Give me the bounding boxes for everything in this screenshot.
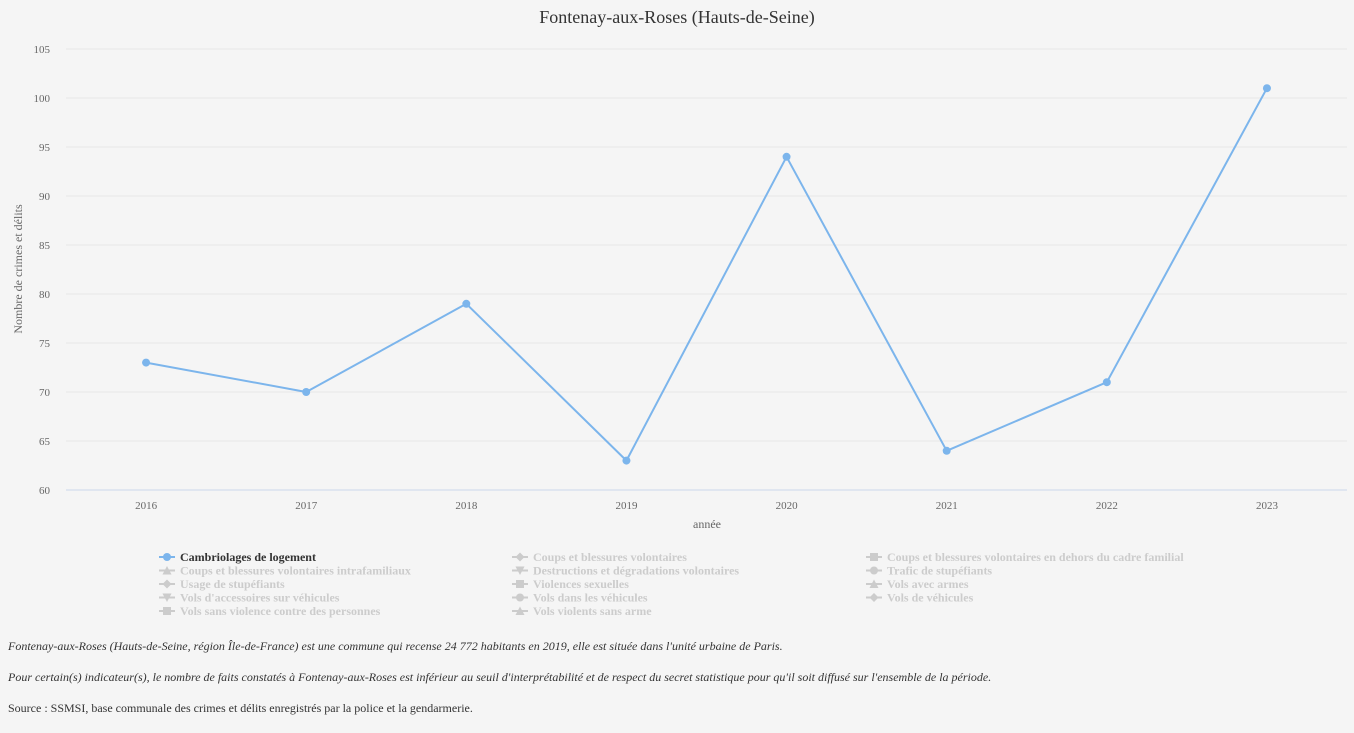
data-point[interactable] — [1262, 84, 1271, 93]
commune-description: Fontenay-aux-Roses (Hauts-de-Seine, régi… — [8, 639, 783, 653]
legend-label: Coups et blessures volontaires intrafami… — [180, 564, 411, 578]
series-layer — [142, 84, 1271, 465]
x-tick-label: 2023 — [1256, 500, 1279, 512]
legend-label: Trafic de stupéfiants — [887, 564, 992, 578]
legend-item[interactable]: Vols dans les véhicules — [512, 591, 648, 605]
legend-item[interactable]: Destructions et dégradations volontaires — [512, 564, 739, 578]
legend-label: Coups et blessures volontaires — [533, 550, 687, 564]
legend-marker — [163, 553, 171, 561]
legend-label: Destructions et dégradations volontaires — [533, 564, 739, 578]
x-tick-label: 2019 — [615, 500, 638, 512]
legend-marker — [515, 566, 525, 575]
legend-label: Vols dans les véhicules — [533, 591, 648, 605]
legend-marker — [516, 593, 524, 602]
legend-label: Vols d'accessoires sur véhicules — [180, 591, 340, 605]
y-tick-label: 95 — [39, 142, 51, 154]
y-tick-label: 75 — [39, 338, 51, 350]
legend-item[interactable]: Vols violents sans arme — [512, 604, 652, 618]
x-tick-label: 2020 — [776, 500, 799, 512]
legend-item[interactable]: Vols avec armes — [866, 577, 969, 591]
x-tick-label: 2018 — [455, 500, 478, 512]
y-tick-label: 100 — [34, 93, 51, 105]
legend-label: Vols avec armes — [887, 577, 969, 591]
legend-item[interactable]: Vols sans violence contre des personnes — [159, 604, 381, 618]
legend-marker — [869, 579, 879, 588]
legend-marker — [163, 607, 171, 615]
legend-item[interactable]: Usage de stupéfiants — [159, 577, 285, 591]
y-tick-label: 105 — [34, 44, 51, 56]
legend-marker — [869, 593, 879, 602]
legend-item[interactable]: Vols de véhicules — [866, 591, 974, 605]
legend-marker — [162, 593, 172, 602]
legend-marker — [162, 566, 172, 575]
data-point[interactable] — [462, 299, 471, 308]
y-tick-label: 80 — [39, 289, 51, 301]
chart-notes: Fontenay-aux-Roses (Hauts-de-Seine, régi… — [8, 640, 1338, 733]
y-axis: 60 65 70 75 80 85 90 95 100 105 — [34, 44, 51, 497]
data-point[interactable] — [782, 152, 791, 161]
y-tick-label: 70 — [39, 387, 51, 399]
data-point[interactable] — [942, 446, 951, 455]
legend: Cambriolages de logement Coups et blessur… — [159, 550, 1184, 618]
legend-marker — [515, 552, 525, 562]
legend-label: Vols violents sans arme — [533, 604, 652, 618]
legend-item[interactable]: Trafic de stupéfiants — [866, 564, 992, 578]
x-tick-label: 2022 — [1096, 500, 1118, 512]
chart-title: Fontenay-aux-Roses (Hauts-de-Seine) — [539, 7, 814, 28]
legend-marker — [516, 580, 524, 588]
y-tick-label: 85 — [39, 240, 51, 252]
legend-marker — [162, 579, 172, 589]
legend-label: Vols de véhicules — [887, 591, 974, 605]
legend-item[interactable]: Violences sexuelles — [512, 577, 629, 591]
legend-item[interactable]: Cambriolages de logement — [159, 550, 316, 564]
legend-label: Usage de stupéfiants — [180, 577, 285, 591]
x-tick-label: 2021 — [936, 500, 958, 512]
legend-item[interactable]: Coups et blessures volontaires intrafami… — [159, 564, 411, 578]
secret-statistique-note: Pour certain(s) indicateur(s), le nombre… — [8, 670, 992, 684]
legend-label: Coups et blessures volontaires en dehors… — [887, 550, 1184, 564]
grid-lines — [66, 48, 1347, 442]
data-point[interactable] — [142, 358, 151, 367]
legend-label: Cambriolages de logement — [180, 550, 316, 564]
x-axis-title: année — [693, 517, 721, 531]
y-tick-label: 90 — [39, 191, 51, 203]
legend-marker — [870, 566, 878, 575]
x-tick-label: 2016 — [135, 500, 158, 512]
data-point[interactable] — [622, 456, 631, 465]
legend-item[interactable]: Coups et blessures volontaires en dehors… — [866, 550, 1184, 564]
data-point[interactable] — [1102, 378, 1111, 387]
x-tick-label: 2017 — [295, 500, 318, 512]
legend-marker — [870, 553, 878, 561]
source-note: Source : SSMSI, base communale des crime… — [8, 701, 473, 715]
line-chart: Fontenay-aux-Roses (Hauts-de-Seine) 60 65… — [11, 7, 1347, 618]
y-tick-label: 65 — [39, 436, 51, 448]
legend-item[interactable]: Coups et blessures volontaires — [512, 550, 687, 564]
x-axis: 2016 2017 2018 2019 2020 2021 2022 2023 — [66, 489, 1347, 512]
y-tick-label: 60 — [39, 485, 51, 497]
data-point[interactable] — [302, 388, 311, 396]
legend-label: Vols sans violence contre des personnes — [180, 604, 381, 618]
legend-item[interactable]: Vols d'accessoires sur véhicules — [159, 591, 340, 605]
series-line — [145, 87, 1268, 462]
legend-label: Violences sexuelles — [533, 577, 629, 591]
legend-marker — [515, 606, 525, 615]
y-axis-title: Nombre de crimes et délits — [11, 204, 25, 334]
